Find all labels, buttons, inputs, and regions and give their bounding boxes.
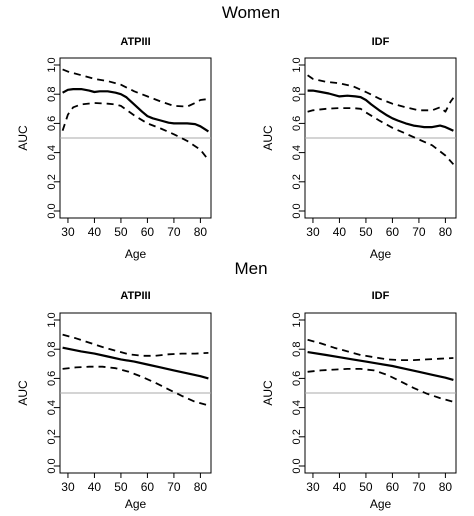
panel-3-x-axis-label: Age	[125, 497, 147, 511]
panel-2-y-tick-label: 0.8	[291, 87, 303, 102]
panel-3-y-tick-label: 0.6	[46, 371, 58, 386]
panel-2-x-tick-label: 30	[306, 225, 320, 239]
panel-3-title: ATPIII	[120, 290, 150, 302]
panel-1-x-tick-label: 60	[141, 225, 155, 239]
panel-1-y-tick-label: 0.4	[46, 145, 58, 160]
panel-1-estimate-line	[62, 87, 209, 133]
panel-4-ci-line-2	[307, 367, 454, 403]
panel-3-y-tick-label: 0.4	[46, 400, 58, 415]
panel-1-y-tick-label: 0.2	[46, 174, 58, 189]
panel-2-y-tick-label: 0.6	[291, 116, 303, 131]
panel-3-x-tick-label: 30	[61, 480, 75, 494]
panel-3-x-tick-label: 70	[167, 480, 181, 494]
panel-3-y-tick-label: 1.0	[46, 312, 58, 327]
panel-3-estimate-line	[62, 346, 209, 380]
panel-2-x-tick-label: 40	[333, 225, 347, 239]
panel-4-y-tick-label: 0.0	[291, 458, 303, 473]
panel-2-y-tick-label: 0.4	[291, 145, 303, 160]
panel-1-y-tick-label: 0.8	[46, 87, 58, 102]
panel-3-y-axis-label: AUC	[16, 380, 30, 406]
panel-1-ci-line-1	[62, 68, 206, 108]
panel-2-x-tick-label: 70	[412, 225, 426, 239]
panel-2-x-tick-label: 60	[386, 225, 400, 239]
panel-4-x-tick-label: 30	[306, 480, 320, 494]
panel-1-x-tick-label: 40	[88, 225, 102, 239]
panel-1-x-axis-label: Age	[125, 247, 147, 261]
panel-3-y-tick-label: 0.0	[46, 458, 58, 473]
panel-2-y-tick-label: 0.0	[291, 203, 303, 218]
panel-3-x-tick-label: 80	[194, 480, 208, 494]
panel-1-y-tick-label: 0.0	[46, 203, 58, 218]
panel-4-x-tick-label: 50	[359, 480, 373, 494]
panel-2-ci-line-2	[307, 107, 455, 165]
panel-1-y-tick-label: 0.6	[46, 116, 58, 131]
panel-1-ci-line-2	[61, 102, 210, 161]
panel-4-chart: IDF 30 40 50 60 70 80 0.0 0.2 0.4 0.6 0.8 1.0 Age AUC	[261, 290, 457, 511]
panel-3-ci-line-1	[62, 333, 209, 357]
panel-4-x-tick-label: 60	[386, 480, 400, 494]
panel-4-y-tick-label: 0.8	[291, 342, 303, 357]
panel-3-x-tick-label: 40	[88, 480, 102, 494]
panel-2-x-axis-label: Age	[370, 247, 392, 261]
panel-2-ci-line-1	[307, 74, 455, 113]
panel-2-title: IDF	[372, 36, 390, 48]
panel-2-x-tick-label: 80	[439, 225, 453, 239]
panel-4-y-tick-label: 1.0	[291, 312, 303, 327]
panel-2-y-tick-label: 1.0	[291, 57, 303, 72]
panel-1-x-tick-label: 70	[167, 225, 181, 239]
panel-3-x-tick-label: 60	[141, 480, 155, 494]
panel-4-x-tick-label: 80	[439, 480, 453, 494]
panel-1-y-tick-label: 1.0	[46, 57, 58, 72]
panel-4-y-tick-label: 0.6	[291, 371, 303, 386]
panel-4-y-tick-label: 0.4	[291, 400, 303, 415]
panel-4-ci-line-1	[307, 338, 454, 362]
panel-3-y-tick-label: 0.8	[46, 342, 58, 357]
panel-3-y-tick-label: 0.2	[46, 429, 58, 444]
section-title-women: Women	[222, 3, 280, 22]
panel-2-chart: IDF 30 40 50 60 70 80 0.0 0.2 0.4 0.6 0.8 1.0 Age AUC	[261, 36, 457, 261]
panel-4-x-tick-label: 70	[412, 480, 426, 494]
panel-1-chart: ATPIII 30 40 50 60 70 80 0.0 0.2 0.4 0.6 0.8 1.0 Age A…	[16, 36, 212, 261]
panel-2-y-axis-label: AUC	[261, 125, 275, 151]
panel-1-x-tick-label: 80	[194, 225, 208, 239]
panel-3-chart: ATPIII 30 40 50 60 70 80 0.0 0.2 0.4 0.6 0.8 1.0 Age A…	[16, 290, 212, 511]
panel-1-title: ATPIII	[120, 36, 150, 48]
panel-3-ci-line-2	[62, 365, 209, 407]
panel-4-estimate-line	[307, 351, 454, 381]
panel-2-y-tick-label: 0.2	[291, 174, 303, 189]
panel-1-y-axis-label: AUC	[16, 125, 30, 151]
section-title-men: Men	[234, 259, 267, 278]
panel-4-y-tick-label: 0.2	[291, 429, 303, 444]
panel-4-x-axis-label: Age	[370, 497, 392, 511]
panel-4-y-axis-label: AUC	[261, 380, 275, 406]
panel-2-estimate-line	[307, 89, 454, 132]
panel-1-x-tick-label: 50	[114, 225, 128, 239]
panel-4-x-tick-label: 40	[333, 480, 347, 494]
panel-1-x-tick-label: 30	[61, 225, 75, 239]
panel-4-title: IDF	[372, 290, 390, 302]
panel-3-x-tick-label: 50	[114, 480, 128, 494]
panel-2-x-tick-label: 50	[359, 225, 373, 239]
